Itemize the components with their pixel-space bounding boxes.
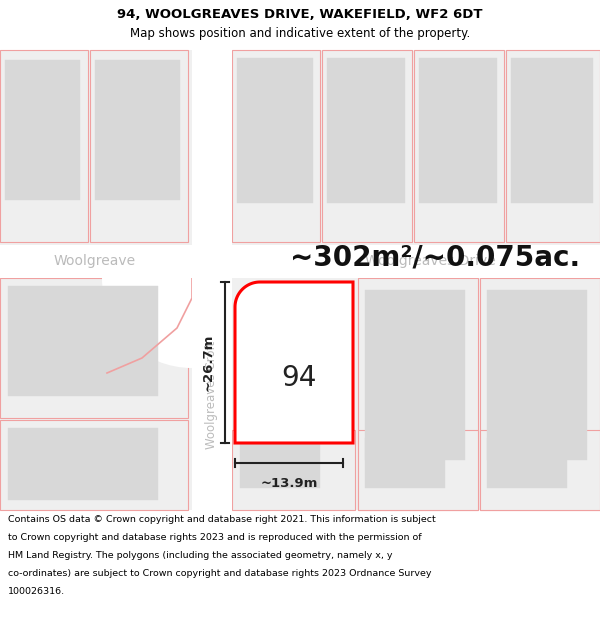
Bar (365, 290, 465, 460)
Bar (327, 58, 405, 203)
Bar (232, 50, 320, 242)
Bar (192, 50, 232, 510)
Text: ~13.9m: ~13.9m (260, 477, 317, 490)
Text: ~26.7m: ~26.7m (202, 334, 215, 391)
Text: 100026316.: 100026316. (8, 587, 65, 596)
Bar (0, 278, 188, 418)
Text: HM Land Registry. The polygons (including the associated geometry, namely x, y: HM Land Registry. The polygons (includin… (8, 551, 392, 560)
Bar (487, 290, 587, 460)
Text: Map shows position and indicative extent of the property.: Map shows position and indicative extent… (130, 28, 470, 41)
Text: Woolgreaves Drive: Woolgreaves Drive (365, 254, 496, 268)
Bar (414, 50, 504, 242)
Bar (511, 58, 593, 203)
Bar (8, 428, 158, 500)
Bar (506, 50, 600, 242)
Bar (95, 60, 180, 200)
Text: Woolgreaves Croft: Woolgreaves Croft (205, 341, 218, 449)
Text: to Crown copyright and database rights 2023 and is reproduced with the permissio: to Crown copyright and database rights 2… (8, 533, 422, 542)
Text: 94: 94 (281, 364, 317, 391)
Bar (0, 245, 600, 278)
Bar (90, 50, 188, 242)
Text: co-ordinates) are subject to Crown copyright and database rights 2023 Ordnance S: co-ordinates) are subject to Crown copyr… (8, 569, 431, 578)
Bar (0, 245, 600, 278)
Text: Contains OS data © Crown copyright and database right 2021. This information is : Contains OS data © Crown copyright and d… (8, 515, 436, 524)
Bar (240, 438, 320, 488)
Text: ~302m²/~0.075ac.: ~302m²/~0.075ac. (290, 244, 580, 272)
Text: Woolgreave: Woolgreave (54, 254, 136, 268)
Bar (237, 58, 313, 203)
Bar (480, 430, 600, 510)
Bar (419, 58, 497, 203)
Text: 94, WOOLGREAVES DRIVE, WAKEFIELD, WF2 6DT: 94, WOOLGREAVES DRIVE, WAKEFIELD, WF2 6D… (117, 8, 483, 21)
Bar (0, 50, 88, 242)
Bar (480, 278, 600, 510)
Bar (0, 420, 188, 510)
Bar (5, 60, 80, 200)
Bar (487, 438, 567, 488)
Bar (232, 430, 355, 510)
Bar (8, 286, 158, 396)
Bar (0, 50, 600, 510)
Bar (358, 278, 478, 510)
Bar (192, 50, 232, 510)
Bar (322, 50, 412, 242)
Wedge shape (102, 278, 192, 368)
PathPatch shape (235, 282, 353, 443)
Bar (358, 430, 478, 510)
Bar (365, 438, 445, 488)
